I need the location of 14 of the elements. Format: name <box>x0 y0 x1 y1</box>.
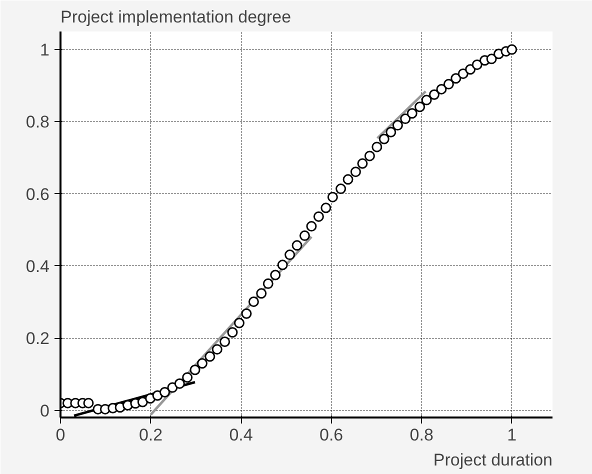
x-tick-label: 0.8 <box>410 426 434 444</box>
x-tick-label: 0.6 <box>320 426 344 444</box>
x-tick-label: 1 <box>507 426 517 444</box>
y-tick-label: 0.2 <box>26 329 50 348</box>
y-tick-label: 0 <box>40 401 50 420</box>
y-tick-label: 0.6 <box>26 184 50 204</box>
x-tick-label: 0.2 <box>138 426 163 444</box>
y-axis-title: Project implementation degree <box>60 8 292 26</box>
y-tick-label: 0.4 <box>26 256 50 276</box>
x-axis-title: Project duration <box>433 450 553 470</box>
x-tick-label: 0.4 <box>229 426 253 444</box>
y-tick-label: 1 <box>40 40 50 60</box>
y-tick-label: 0.8 <box>26 112 50 132</box>
x-tick-label: 0 <box>56 426 66 444</box>
